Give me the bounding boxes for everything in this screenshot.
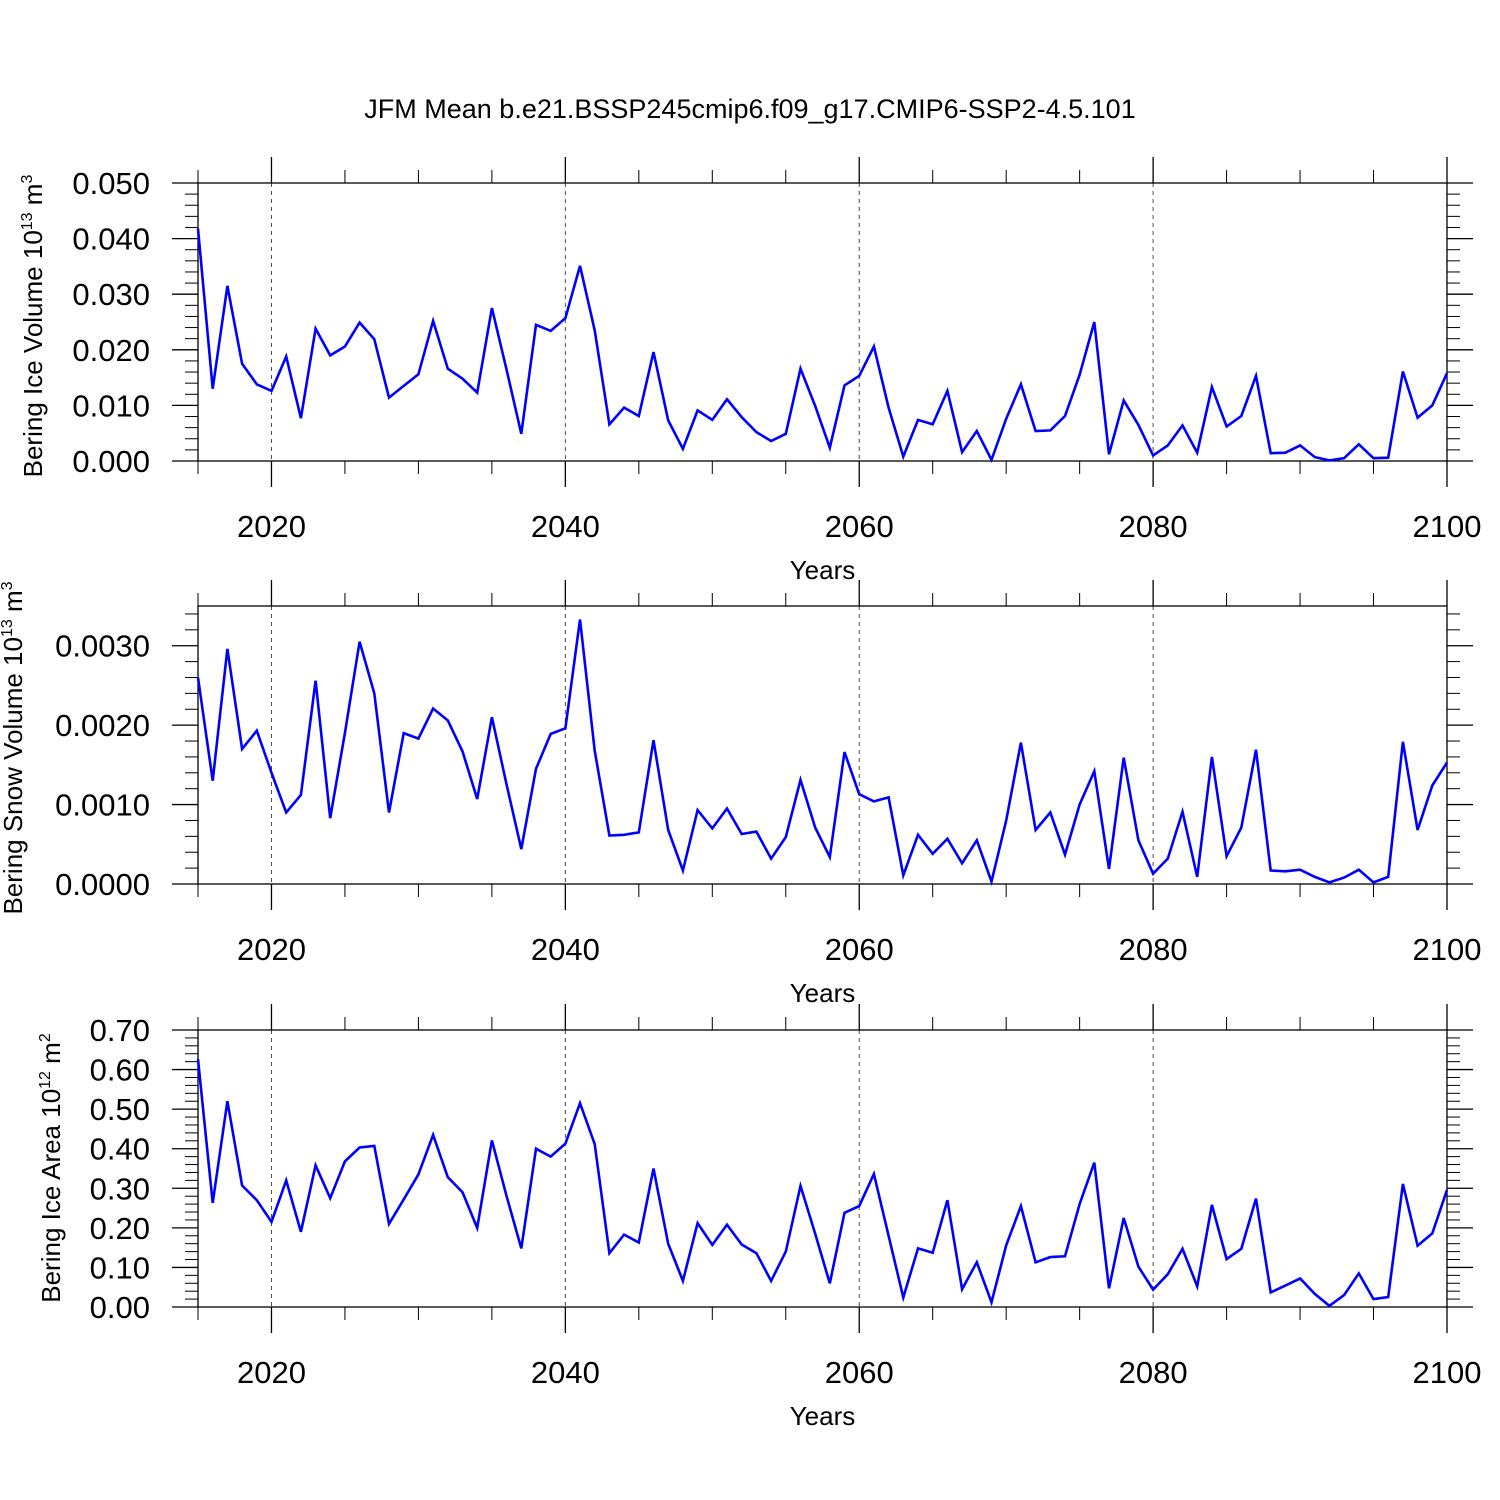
x-axis-label: Years: [790, 555, 856, 585]
series-line: [196, 619, 1449, 887]
plot-frame: [197, 182, 1448, 462]
x-tick-label: 2040: [531, 1355, 600, 1390]
x-axis-label: Years: [790, 978, 856, 1008]
x-tick-label: 2080: [1119, 932, 1188, 967]
x-tick-label: 2100: [1413, 1355, 1482, 1390]
y-tick-label: 0.10: [90, 1250, 150, 1285]
y-tick-label: 0.010: [72, 388, 150, 423]
y-tick-label: 0.000: [72, 444, 150, 479]
panel-2: 0.0000 0.0010 0.0020 0.0030 2020 2040 2060 2080…: [0, 580, 1481, 1008]
panel-3: 0.00 0.10 0.20 0.30 0.40 0.50 0.60 0.70 2020 2040…: [36, 1004, 1481, 1431]
y-axis-label-superscript: 12: [37, 1071, 54, 1089]
x-tick-label: 2040: [531, 932, 600, 967]
y-axis-label-part: m: [36, 1042, 66, 1071]
y-axis-label-part: m: [18, 184, 48, 213]
y-axis-label-part: Bering Snow Volume 10: [0, 637, 28, 915]
y-axis-label: Bering Snow Volume 1013 m3: [0, 581, 28, 914]
x-tick-label: 2100: [1413, 509, 1482, 544]
x-tick-label: 2060: [825, 509, 894, 544]
x-tick-label: 2080: [1119, 509, 1188, 544]
y-axis-label: Bering Ice Area 1012 m2: [36, 1033, 66, 1303]
x-tick-label: 2080: [1119, 1355, 1188, 1390]
y-axis-label-superscript: 2: [37, 1033, 54, 1042]
x-tick-label: 2020: [237, 509, 306, 544]
x-tick-label: 2020: [237, 932, 306, 967]
y-tick-label: 0.60: [90, 1053, 150, 1088]
y-tick-label: 0.30: [90, 1171, 150, 1206]
series-line: [196, 228, 1449, 464]
panel-1: 0.000 0.010 0.020 0.030 0.040 0.050 2020 2040 20…: [18, 157, 1481, 585]
y-axis-label-superscript: 3: [0, 581, 16, 590]
plot-frame: [197, 1029, 1448, 1308]
y-tick-label: 0.0000: [55, 867, 150, 902]
x-tick-label: 2060: [825, 1355, 894, 1390]
y-tick-label: 0.00: [90, 1290, 150, 1325]
y-tick-label: 0.040: [72, 222, 150, 257]
y-axis-label-superscript: 13: [0, 619, 16, 637]
y-tick-label: 0.030: [72, 277, 150, 312]
y-tick-label: 0.020: [72, 333, 150, 368]
x-tick-label: 2060: [825, 932, 894, 967]
y-axis-label-part: Bering Ice Volume 10: [18, 230, 48, 477]
series-line: [196, 1059, 1449, 1308]
y-tick-label: 0.0020: [55, 708, 150, 743]
x-tick-label: 2020: [237, 1355, 306, 1390]
y-tick-label: 0.0010: [55, 788, 150, 823]
x-tick-label: 2100: [1413, 932, 1482, 967]
x-axis-label: Years: [790, 1401, 856, 1431]
y-tick-label: 0.50: [90, 1092, 150, 1127]
y-axis-label-part: m: [0, 590, 28, 619]
chart-title: JFM Mean b.e21.BSSP245cmip6.f09_g17.CMIP…: [364, 94, 1135, 124]
y-tick-label: 0.70: [90, 1013, 150, 1048]
y-axis-label-superscript: 3: [19, 175, 36, 184]
y-tick-label: 0.0030: [55, 629, 150, 664]
plot-frame: [197, 605, 1448, 885]
y-tick-label: 0.40: [90, 1132, 150, 1167]
x-tick-label: 2040: [531, 509, 600, 544]
y-tick-label: 0.050: [72, 166, 150, 201]
y-axis-label: Bering Ice Volume 1013 m3: [18, 175, 48, 478]
y-tick-label: 0.20: [90, 1211, 150, 1246]
y-axis-label-superscript: 13: [19, 212, 36, 230]
y-axis-label-part: Bering Ice Area 10: [36, 1089, 66, 1303]
